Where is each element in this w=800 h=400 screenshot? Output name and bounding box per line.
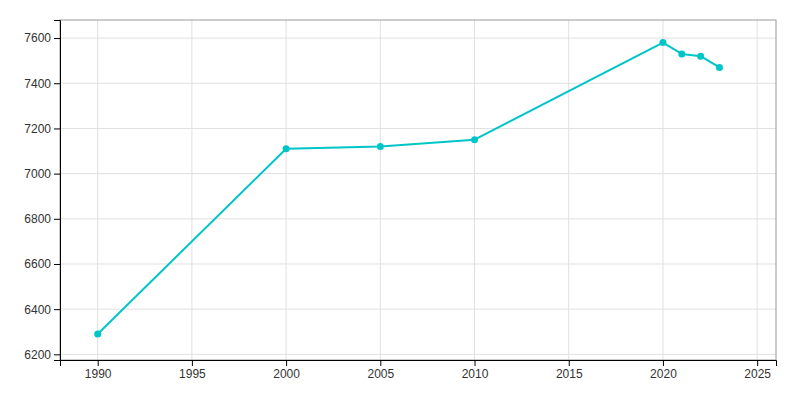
y-tick: 6600 <box>24 257 60 271</box>
x-tick: 2025 <box>744 360 771 381</box>
x-tick-mark <box>98 360 99 366</box>
point <box>471 136 478 143</box>
line <box>98 43 720 334</box>
y-axis: 6200 6400 6600 6800 7000 7200 7400 7600 <box>24 21 60 362</box>
grid <box>60 20 776 360</box>
grid-line-y <box>60 173 776 174</box>
y-tick-mark <box>54 309 60 310</box>
point <box>716 64 723 71</box>
y-tick-mark <box>54 128 60 129</box>
y-tick-mark <box>54 174 60 175</box>
y-tick-label: 6400 <box>24 303 51 317</box>
point <box>377 143 384 150</box>
x-tick-label: 2010 <box>462 367 489 381</box>
y-axis-line <box>54 21 61 361</box>
x-tick: 2020 <box>650 360 677 381</box>
x-tick: 2005 <box>367 360 394 381</box>
point <box>659 39 666 46</box>
x-tick-label: 2015 <box>556 367 583 381</box>
point <box>283 145 290 152</box>
x-tick-mark <box>192 360 193 366</box>
x-tick: 1995 <box>179 360 206 381</box>
x-tick-mark <box>569 360 570 366</box>
plot-area <box>94 39 723 337</box>
y-tick: 6200 <box>24 348 60 362</box>
x-tick-mark <box>757 360 758 366</box>
x-tick: 2010 <box>462 360 489 381</box>
y-tick: 7000 <box>24 167 60 181</box>
y-tick-label: 6200 <box>24 348 51 362</box>
y-tick: 6400 <box>24 303 60 317</box>
y-tick-label: 7200 <box>24 122 51 136</box>
chart-container: 1990 1995 2000 2005 2010 2015 2020 2025 6200 6400… <box>0 0 800 400</box>
grid-line-y <box>60 38 776 39</box>
x-axis: 1990 1995 2000 2005 2010 2015 2020 2025 <box>61 360 777 381</box>
y-tick: 6800 <box>24 212 60 226</box>
point <box>697 53 704 60</box>
x-tick-mark <box>663 360 664 366</box>
x-tick-label: 2000 <box>273 367 300 381</box>
x-tick-label: 1990 <box>85 367 112 381</box>
grid-line-y <box>60 354 776 355</box>
y-tick-mark <box>54 264 60 265</box>
x-tick-label: 2020 <box>650 367 677 381</box>
x-tick-label: 2005 <box>367 367 394 381</box>
grid-line-y <box>60 218 776 219</box>
y-tick-mark <box>54 83 60 84</box>
plot-frame <box>60 20 776 360</box>
x-tick-label: 2025 <box>744 367 771 381</box>
x-tick: 2015 <box>556 360 583 381</box>
y-tick-label: 7000 <box>24 167 51 181</box>
point <box>678 50 685 57</box>
x-tick-label: 1995 <box>179 367 206 381</box>
x-tick: 1990 <box>85 360 112 381</box>
y-tick-label: 6600 <box>24 257 51 271</box>
y-tick-label: 7400 <box>24 77 51 91</box>
y-tick-mark <box>54 219 60 220</box>
grid-line-y <box>60 128 776 129</box>
x-tick-mark <box>475 360 476 366</box>
y-tick-label: 6800 <box>24 212 51 226</box>
x-tick: 2000 <box>273 360 300 381</box>
y-tick-mark <box>54 38 60 39</box>
y-tick: 7200 <box>24 122 60 136</box>
grid-line-y <box>60 309 776 310</box>
y-tick: 7400 <box>24 77 60 91</box>
point <box>94 331 101 338</box>
y-tick-label: 7600 <box>24 31 51 45</box>
x-tick-mark <box>380 360 381 366</box>
grid-line-y <box>60 83 776 84</box>
chart: 1990 1995 2000 2005 2010 2015 2020 2025 6200 6400… <box>0 0 800 400</box>
y-tick-mark <box>54 354 60 355</box>
x-tick-mark <box>286 360 287 366</box>
y-tick: 7600 <box>24 31 60 45</box>
x-axis-line <box>61 361 777 367</box>
